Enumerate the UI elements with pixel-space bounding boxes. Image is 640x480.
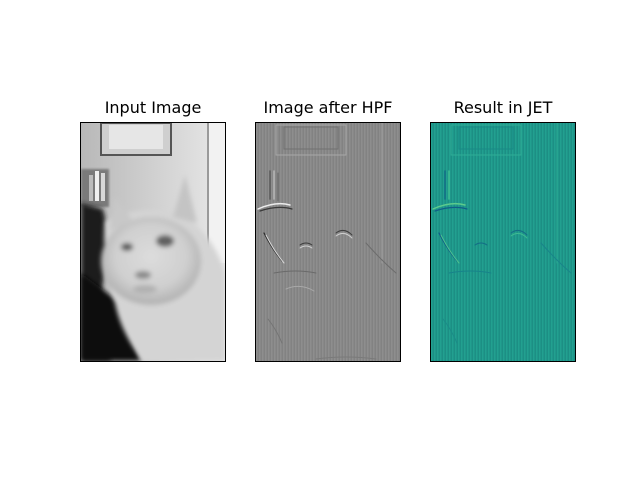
hpf-image [256, 123, 400, 361]
input-image-panel [80, 122, 226, 362]
panel-title-input: Input Image [104, 98, 202, 117]
hpf-image-panel [255, 122, 401, 362]
jet-image-panel [430, 122, 576, 362]
jet-image [431, 123, 575, 361]
input-image [81, 123, 225, 361]
panel-title-hpf: Image after HPF [263, 98, 393, 117]
panel-title-jet: Result in JET [453, 98, 553, 117]
